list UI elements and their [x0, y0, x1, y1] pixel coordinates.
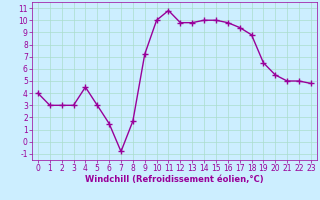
X-axis label: Windchill (Refroidissement éolien,°C): Windchill (Refroidissement éolien,°C): [85, 175, 264, 184]
